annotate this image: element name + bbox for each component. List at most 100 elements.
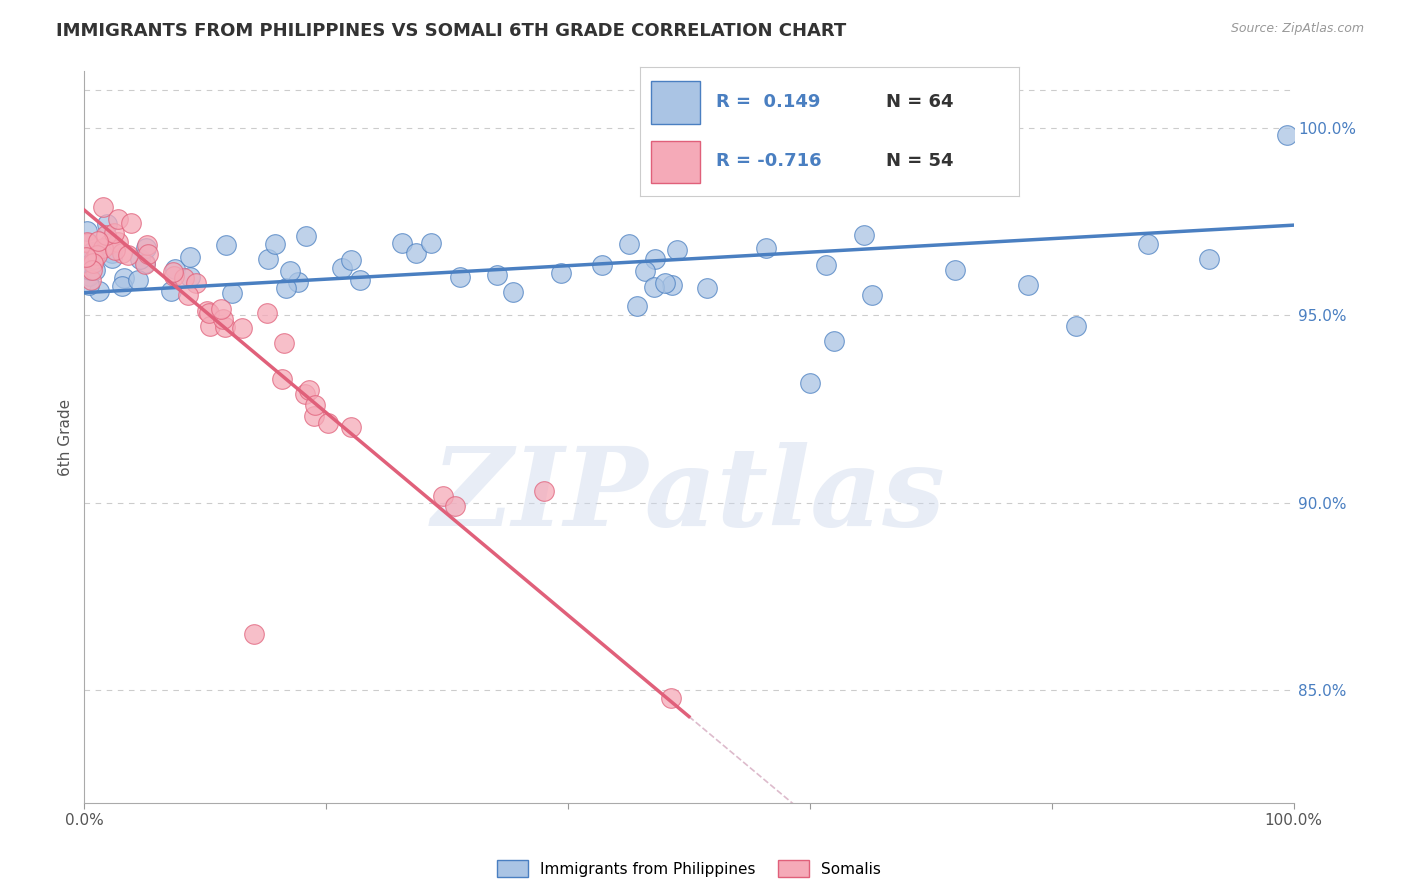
Point [316, 416, 339, 430]
Point [391, 235, 413, 250]
Point [96, 217, 118, 231]
Point [198, 319, 221, 334]
Bar [651, 141, 700, 184]
Text: IMMIGRANTS FROM PHILIPPINES VS SOMALI 6TH GRADE CORRELATION CHART: IMMIGRANTS FROM PHILIPPINES VS SOMALI 6T… [56, 22, 846, 40]
Point [287, 275, 309, 289]
Point [83, 252, 105, 266]
Point [215, 238, 238, 252]
Point [1277, 128, 1299, 142]
Point [127, 273, 149, 287]
Point [129, 252, 152, 266]
Point [165, 262, 187, 277]
Point [256, 252, 278, 266]
Point [273, 336, 295, 351]
Point [82, 256, 104, 270]
Point [107, 212, 129, 227]
Point [134, 257, 156, 271]
Point [91, 240, 114, 254]
Point [84, 263, 107, 277]
Text: ZIPatlas: ZIPatlas [432, 442, 946, 549]
Point [449, 270, 471, 285]
Point [104, 243, 127, 257]
Point [280, 264, 302, 278]
Point [340, 420, 363, 434]
Point [654, 276, 676, 290]
Point [815, 258, 838, 272]
Point [274, 281, 297, 295]
Y-axis label: 6th Grade: 6th Grade [58, 399, 73, 475]
Point [75, 250, 97, 264]
Point [339, 253, 361, 268]
Point [101, 251, 124, 265]
Point [302, 409, 325, 424]
Point [93, 200, 115, 214]
Point [1064, 319, 1087, 334]
Point [163, 269, 186, 284]
Point [644, 252, 666, 266]
Bar [651, 81, 700, 124]
Point [591, 258, 613, 272]
Point [107, 235, 129, 249]
Point [432, 489, 454, 503]
Point [823, 334, 845, 349]
Point [1137, 236, 1160, 251]
Point [294, 228, 316, 243]
Point [136, 247, 159, 261]
Point [533, 484, 555, 499]
Point [617, 237, 640, 252]
Point [209, 302, 232, 317]
Point [270, 372, 292, 386]
Point [79, 278, 101, 293]
Point [80, 244, 103, 259]
Point [502, 285, 524, 300]
Point [77, 236, 100, 251]
Point [87, 285, 110, 299]
Point [420, 236, 443, 251]
Point [1017, 278, 1039, 293]
Point [179, 269, 201, 284]
Point [659, 690, 682, 705]
Text: N = 64: N = 64 [887, 94, 955, 112]
Point [179, 250, 201, 264]
Text: R =  0.149: R = 0.149 [716, 94, 820, 112]
Point [162, 265, 184, 279]
Point [212, 311, 235, 326]
Point [214, 320, 236, 334]
Point [298, 383, 321, 397]
Point [197, 304, 219, 318]
Text: R = -0.716: R = -0.716 [716, 152, 821, 169]
Point [198, 306, 221, 320]
Point [76, 235, 98, 250]
Point [120, 216, 142, 230]
Point [1198, 252, 1220, 266]
Point [136, 237, 159, 252]
Point [134, 256, 156, 270]
Point [405, 245, 427, 260]
Point [550, 266, 572, 280]
Point [98, 236, 121, 251]
Point [135, 241, 157, 255]
Point [173, 271, 195, 285]
Point [110, 278, 132, 293]
Point [86, 234, 108, 248]
Point [486, 268, 509, 282]
Point [943, 263, 966, 277]
Legend: Immigrants from Philippines, Somalis: Immigrants from Philippines, Somalis [491, 854, 887, 883]
Point [80, 273, 103, 287]
Point [304, 398, 326, 412]
Point [860, 288, 883, 302]
Point [696, 280, 718, 294]
Point [94, 227, 117, 242]
Point [242, 627, 264, 641]
Point [231, 321, 253, 335]
Point [643, 280, 665, 294]
Point [256, 306, 278, 320]
Point [103, 226, 125, 240]
Point [633, 263, 655, 277]
Point [221, 286, 243, 301]
Point [86, 248, 108, 262]
Point [665, 243, 688, 257]
Point [294, 387, 316, 401]
Point [101, 246, 124, 260]
Point [177, 288, 200, 302]
